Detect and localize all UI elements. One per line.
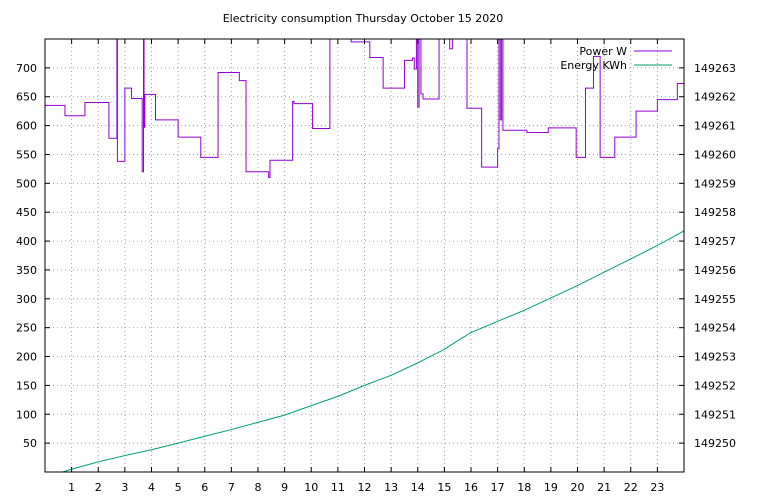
y2-tick-label: 149258 xyxy=(694,206,736,219)
y-tick-label: 700 xyxy=(16,62,37,75)
y2-tick-label: 149260 xyxy=(694,148,736,161)
plot-frame xyxy=(44,38,685,473)
x-tick-label: 22 xyxy=(624,481,638,494)
y-tick-label: 550 xyxy=(16,148,37,161)
x-tick-label: 23 xyxy=(650,481,664,494)
x-tick-label: 12 xyxy=(358,481,372,494)
chart-title: Electricity consumption Thursday October… xyxy=(223,12,504,25)
x-tick-label: 7 xyxy=(228,481,235,494)
y2-tick-label: 149257 xyxy=(694,235,736,248)
x-tick-label: 21 xyxy=(597,481,611,494)
x-tick-label: 14 xyxy=(411,481,425,494)
y-tick-label: 450 xyxy=(16,206,37,219)
y-tick-label: 500 xyxy=(16,177,37,190)
y-tick-label: 200 xyxy=(16,351,37,364)
y2-tick-label: 149259 xyxy=(694,177,736,190)
y-tick-label: 600 xyxy=(16,120,37,133)
x-tick-label: 8 xyxy=(255,481,262,494)
x-tick-label: 1 xyxy=(68,481,75,494)
x-tick-label: 11 xyxy=(331,481,345,494)
y2-tick-label: 149263 xyxy=(694,62,736,75)
x-tick-label: 17 xyxy=(491,481,505,494)
y2-tick-label: 149251 xyxy=(694,408,736,421)
y2-tick-label: 149253 xyxy=(694,351,736,364)
x-tick-label: 15 xyxy=(437,481,451,494)
x-tick-label: 2 xyxy=(95,481,102,494)
series-layer xyxy=(45,39,684,472)
y2-tick-label: 149254 xyxy=(694,322,736,335)
x-tick-label: 10 xyxy=(304,481,318,494)
x-tick-label: 16 xyxy=(464,481,478,494)
y2-tick-label: 149261 xyxy=(694,120,736,133)
grid-layer xyxy=(45,39,684,472)
x-tick-label: 19 xyxy=(544,481,558,494)
y-tick-label: 100 xyxy=(16,408,37,421)
y-tick-label: 250 xyxy=(16,322,37,335)
y2-tick-label: 149256 xyxy=(694,264,736,277)
series-line-power xyxy=(45,39,684,179)
y2-tick-label: 149255 xyxy=(694,293,736,306)
y2-tick-label: 149252 xyxy=(694,379,736,392)
x-tick-label: 4 xyxy=(148,481,155,494)
x-tick-label: 3 xyxy=(121,481,128,494)
x-tick-label: 6 xyxy=(201,481,208,494)
y-tick-label: 300 xyxy=(16,293,37,306)
x-tick-label: 20 xyxy=(571,481,585,494)
x-tick-label: 18 xyxy=(517,481,531,494)
legend-label: Energy KWh xyxy=(560,59,627,72)
y-tick-label: 650 xyxy=(16,91,37,104)
x-tick-label: 13 xyxy=(384,481,398,494)
y-tick-label: 50 xyxy=(23,437,37,450)
legend-label: Power W xyxy=(579,45,627,58)
x-tick-label: 9 xyxy=(281,481,288,494)
y-tick-label: 400 xyxy=(16,235,37,248)
y2-tick-label: 149262 xyxy=(694,91,736,104)
series-line-energy xyxy=(61,230,684,472)
y-tick-label: 150 xyxy=(16,379,37,392)
y2-tick-label: 149250 xyxy=(694,437,736,450)
axes-layer: 1 2 3 4 5 6 7 8 9 10 11 12 13 14 15 16 17 18 19 20 21 22 23501… xyxy=(16,38,736,494)
x-tick-label: 5 xyxy=(175,481,182,494)
y-tick-label: 350 xyxy=(16,264,37,277)
